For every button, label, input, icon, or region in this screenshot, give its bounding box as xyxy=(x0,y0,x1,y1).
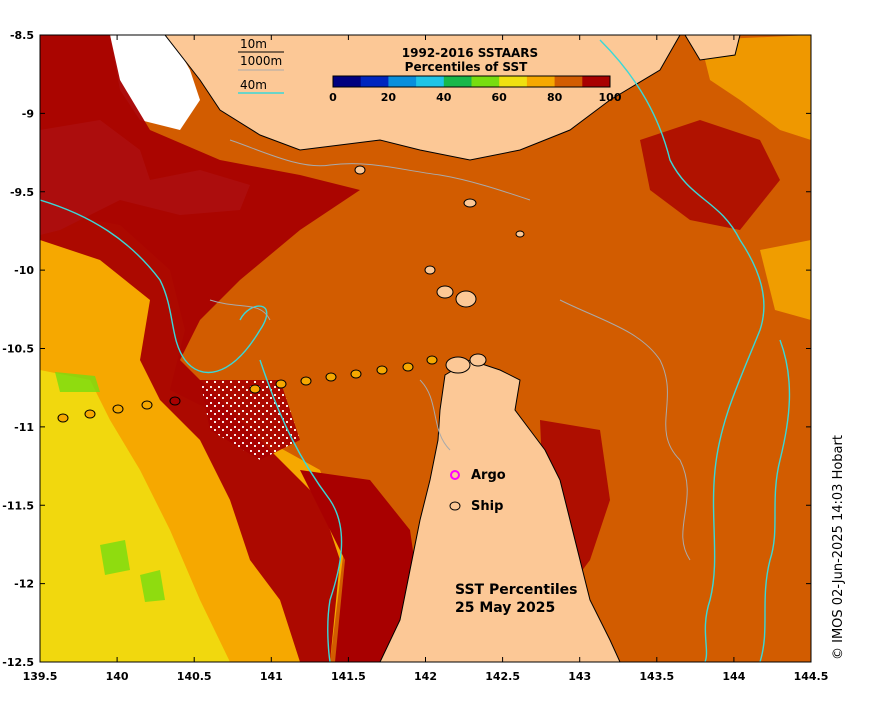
east-orange-patch xyxy=(700,35,811,140)
lon-tick-label: 142.5 xyxy=(485,670,520,683)
depth-legend-1000m: 1000m xyxy=(240,54,282,68)
colorbar-cell xyxy=(333,76,362,87)
ship-position-marker xyxy=(84,409,96,419)
lat-tick-label: -10.5 xyxy=(2,343,34,356)
colorbar-cell xyxy=(582,76,611,87)
lon-tick-label: 141.5 xyxy=(331,670,366,683)
colorbar-tick-label: 80 xyxy=(547,91,563,104)
lat-tick-label: -10 xyxy=(14,264,34,277)
argo-legend-label: Argo xyxy=(471,468,506,483)
lat-tick-label: -11 xyxy=(14,421,34,434)
colorbar-tick-label: 60 xyxy=(492,91,508,104)
high-percentile-tongue xyxy=(300,470,420,662)
northeast-land-fragment xyxy=(684,35,741,61)
ship-position-marker xyxy=(325,372,337,382)
lon-tick-label: 143 xyxy=(568,670,591,683)
lon-tick-label: 143.5 xyxy=(639,670,674,683)
new-guinea-landmass xyxy=(164,35,681,161)
lat-tick-label: -12.5 xyxy=(2,656,34,669)
longitude-axis: 139.5 140 140.5 141 141.5 142 142.5 143 143.5 144… xyxy=(23,35,829,683)
lon-tick-label: 139.5 xyxy=(23,670,58,683)
ship-position-marker xyxy=(112,404,124,414)
colorbar-cell xyxy=(388,76,417,87)
ship-legend-marker xyxy=(449,501,461,511)
lat-tick-label: -9 xyxy=(22,107,34,120)
lat-tick-label: -12 xyxy=(14,578,34,591)
lat-tick-label: -11.5 xyxy=(2,499,34,512)
lat-tick-label: -8.5 xyxy=(10,29,34,42)
argo-legend-marker xyxy=(450,470,460,480)
depth-legend-40m: 40m xyxy=(240,78,267,92)
ship-position-marker xyxy=(376,365,388,375)
ship-position-marker xyxy=(169,396,181,406)
colorbar-title-line1: 1992-2016 SSTAARS xyxy=(402,46,538,60)
colorbar-frame xyxy=(332,75,611,88)
ship-position-marker xyxy=(57,413,69,423)
map-title-line1: SST Percentiles xyxy=(455,582,578,598)
depth-legend-10m: 10m xyxy=(240,37,267,51)
ship-position-marker xyxy=(275,379,287,389)
lon-tick-label: 141 xyxy=(260,670,283,683)
colorbar-tick-label: 40 xyxy=(436,91,452,104)
map-title-line2: 25 May 2025 xyxy=(455,600,555,616)
colorbar-tick-label: 100 xyxy=(599,91,622,104)
lon-tick-label: 140 xyxy=(106,670,129,683)
lon-tick-label: 144 xyxy=(722,670,745,683)
colorbar xyxy=(332,75,611,88)
ship-position-marker xyxy=(350,369,362,379)
lon-tick-label: 144.5 xyxy=(794,670,829,683)
colorbar-cell xyxy=(554,76,583,87)
map-plot-area: Argo Ship SST Percentiles 25 May 2025 10… xyxy=(40,35,811,662)
copyright-text: © IMOS 02-Jun-2025 14:03 Hobart xyxy=(831,435,846,660)
colorbar-cell xyxy=(443,76,472,87)
ship-position-marker xyxy=(141,400,153,410)
ship-position-marker xyxy=(249,384,261,394)
torres-strait-islands xyxy=(354,165,525,374)
colorbar-title-line2: Percentiles of SST xyxy=(405,60,528,74)
colorbar-cell xyxy=(471,76,500,87)
ship-legend-label: Ship xyxy=(471,499,503,514)
colorbar-tick-label: 20 xyxy=(381,91,397,104)
ship-position-marker xyxy=(402,362,414,372)
east-coast-patch xyxy=(760,240,811,320)
western-yellow-region xyxy=(40,370,230,662)
lon-tick-label: 142 xyxy=(414,670,437,683)
latitude-axis: -8.5 -9 -9.5 -10 -10.5 -11 -11.5 -12 -12.5 xyxy=(2,29,811,669)
colorbar-tick-label: 0 xyxy=(329,91,337,104)
colorbar-cell xyxy=(360,76,389,87)
high-percentile-gulf-band xyxy=(40,35,360,662)
western-green-patches xyxy=(55,372,165,602)
lat-tick-label: -9.5 xyxy=(10,186,34,199)
ship-position-marker xyxy=(300,376,312,386)
contour-1000m xyxy=(209,139,691,561)
northeast-high-percentile-patch xyxy=(640,120,780,230)
colorbar-tick-labels: 0 20 40 60 80 100 xyxy=(329,91,622,104)
colorbar-cell xyxy=(526,76,556,87)
colorbar-cell xyxy=(499,76,528,87)
lon-tick-label: 140.5 xyxy=(177,670,212,683)
ship-position-marker xyxy=(426,355,438,365)
ship-track xyxy=(57,355,438,423)
colorbar-cell xyxy=(416,76,445,87)
